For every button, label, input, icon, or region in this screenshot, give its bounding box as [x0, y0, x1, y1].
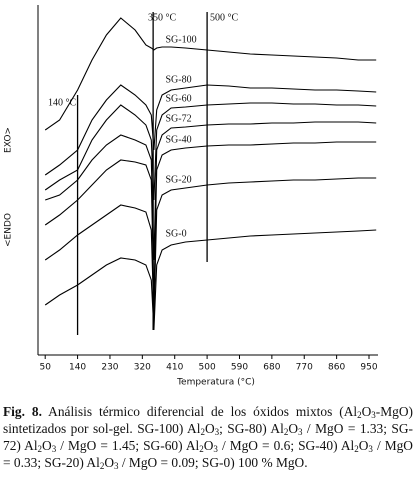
dta-curve: [44, 102, 377, 201]
caption-subscript: 2: [354, 444, 359, 454]
caption-text: ; SG-80) Al: [219, 421, 284, 436]
dta-curve: [44, 84, 377, 176]
series-label: SG-20: [166, 174, 192, 185]
caption-subscript: 2: [37, 444, 43, 454]
series-label: SG-72: [166, 113, 192, 124]
caption-subscript: 3: [371, 410, 376, 420]
x-tick-label: 50: [39, 363, 51, 373]
caption-subscript: 3: [213, 444, 218, 454]
reference-label: 500 °C: [210, 12, 238, 23]
x-tick-label: 230: [101, 363, 118, 373]
x-tick-label: 320: [134, 363, 151, 373]
caption-subscript: 2: [283, 427, 289, 437]
caption-subscript: 3: [114, 461, 119, 471]
caption-subscript: 2: [199, 444, 204, 454]
caption-text: O: [361, 404, 372, 419]
caption-subscript: 3: [297, 427, 303, 437]
dta-curve: [44, 17, 377, 131]
x-tick-label: 410: [166, 363, 183, 373]
caption-text: O: [104, 455, 114, 470]
figure-caption: Fig. 8. Análisis térmico diferencial de …: [3, 403, 413, 471]
chart: 50 140 230 320 410 500 590 680 770 860 950 Temperat…: [4, 5, 378, 388]
x-tick-label: 950: [360, 363, 377, 373]
caption-text: / MgO = 1.33; SG-72) Al: [3, 421, 414, 453]
caption-text: / MgO = 1.45; SG-60) Al: [56, 438, 200, 453]
caption-subscript: 3: [51, 444, 57, 454]
caption-text: O: [288, 421, 298, 436]
reference-label: 140 °C: [48, 97, 76, 108]
y-axis-label: <ENDO: [4, 213, 14, 247]
series-label: SG-100: [166, 34, 197, 45]
series-label: SG-60: [166, 93, 192, 104]
caption-text: O: [358, 438, 369, 453]
caption-subscript: 2: [357, 410, 362, 420]
dta-curve: [45, 121, 377, 261]
x-tick-label: 500: [199, 363, 216, 373]
series-label: SG-80: [166, 74, 192, 85]
caption-subscript: 2: [99, 461, 105, 471]
x-tick-label: 770: [296, 363, 313, 373]
caption-text: / MgO = 0.33; SG-20) Al: [3, 438, 413, 470]
dta-curve: [44, 177, 377, 321]
x-tick-label: 140: [69, 363, 86, 373]
reference-label: 350 °C: [148, 12, 176, 23]
caption-subscript: 3: [368, 444, 373, 454]
series-label: SG-0: [166, 228, 187, 239]
caption-subscript: 2: [200, 427, 205, 437]
dta-curve: [44, 229, 377, 331]
caption-text: O: [204, 421, 215, 436]
caption-text: O: [42, 438, 52, 453]
x-axis-label: Temperatura (°C): [176, 378, 255, 388]
caption-text: Análisis térmico diferencial de los óxid…: [41, 404, 358, 419]
caption-subscript: 3: [214, 427, 220, 437]
x-tick-label: 860: [328, 363, 345, 373]
caption-text: -MgO) sintetizados por sol-gel. SG-100) …: [3, 404, 413, 436]
caption-text: O: [203, 438, 214, 453]
dta-curve: [44, 141, 377, 301]
series-label: SG-40: [166, 134, 192, 145]
caption-text: / MgO = 0.09; SG-0) 100 % MgO.: [118, 455, 308, 470]
caption-text: / MgO = 0.6; SG-40) Al: [217, 438, 355, 453]
caption-label: Fig. 8.: [3, 404, 42, 419]
x-tick-label: 590: [231, 363, 248, 373]
x-tick-label: 680: [263, 363, 280, 373]
y-axis-label: EXO>: [4, 127, 14, 153]
